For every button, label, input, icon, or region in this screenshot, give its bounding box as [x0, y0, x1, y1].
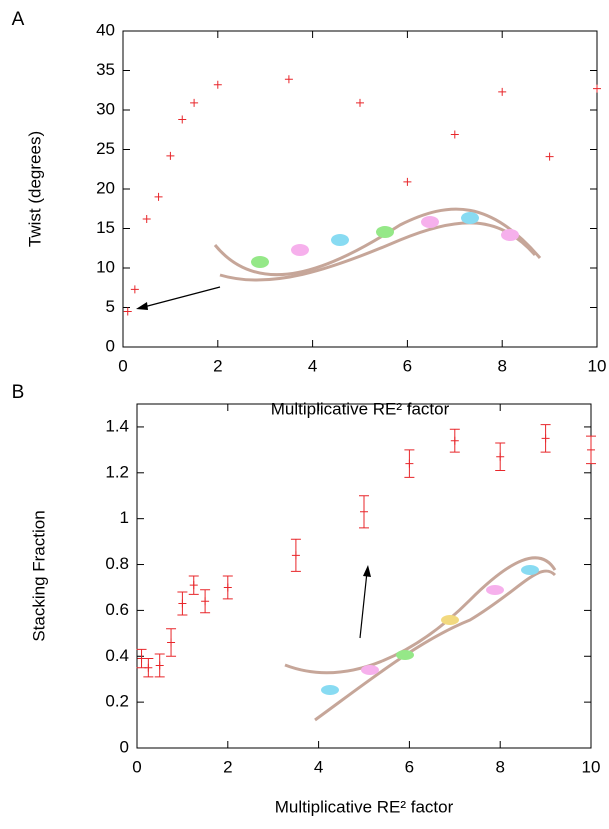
point [178, 599, 187, 608]
y-tick-label: 35 [96, 60, 115, 79]
point [405, 459, 414, 468]
x-tick-label: 0 [132, 757, 141, 776]
x-axis-label: Multiplicative RE² factor [275, 797, 454, 816]
molecule-b [284, 556, 557, 722]
y-tick-label: 0.2 [105, 692, 129, 711]
arrow-head [136, 302, 148, 310]
plot-frame [136, 403, 592, 749]
y-tick-label: 25 [96, 139, 115, 158]
panel-label: B [12, 382, 25, 403]
point [223, 583, 232, 592]
point [166, 151, 175, 160]
point [284, 75, 293, 84]
y-tick-label: 15 [96, 218, 115, 237]
panel-label: A [12, 9, 25, 30]
point [154, 192, 163, 201]
point [450, 130, 459, 139]
y-tick-label: 20 [96, 178, 115, 197]
y-axis-label: Twist (degrees) [25, 131, 44, 247]
y-tick-label: 40 [96, 20, 115, 39]
x-tick-label: 6 [403, 356, 412, 375]
point [587, 445, 595, 454]
point [541, 434, 550, 443]
y-tick-label: 0 [106, 336, 115, 355]
point [450, 436, 459, 445]
y-tick-label: 1 [120, 508, 129, 527]
point [167, 638, 176, 647]
x-tick-label: 2 [213, 356, 222, 375]
y-tick-label: 1.2 [105, 462, 129, 481]
point [190, 98, 199, 107]
point [291, 551, 300, 560]
y-tick-label: 0.4 [105, 646, 129, 665]
point [496, 452, 505, 461]
x-tick-label: 4 [308, 356, 317, 375]
point [142, 215, 151, 224]
point [213, 80, 222, 89]
x-tick-label: 8 [497, 356, 506, 375]
arrow [359, 571, 368, 639]
plot-frame [122, 30, 598, 348]
x-tick-label: 2 [223, 757, 232, 776]
x-tick-label: 0 [118, 356, 127, 375]
x-tick-label: 4 [314, 757, 323, 776]
x-tick-label: 10 [582, 757, 601, 776]
point [130, 285, 139, 294]
y-tick-label: 30 [96, 99, 115, 118]
point [545, 152, 554, 161]
y-tick-label: 0 [120, 737, 129, 756]
arrow-head [363, 565, 371, 577]
y-tick-label: 0.8 [105, 554, 129, 573]
x-tick-label: 6 [405, 757, 414, 776]
x-tick-label: 8 [495, 757, 504, 776]
y-tick-label: 0.6 [105, 600, 129, 619]
molecule-a [213, 207, 542, 282]
point [360, 507, 368, 516]
point [189, 581, 198, 590]
point [201, 597, 210, 606]
point [356, 98, 364, 107]
y-tick-label: 10 [96, 257, 115, 276]
arrow [139, 286, 221, 309]
point [403, 177, 412, 186]
point [123, 307, 132, 316]
y-axis-label: Stacking Fraction [29, 510, 48, 641]
point [155, 661, 164, 670]
point [144, 663, 153, 672]
point [593, 84, 601, 93]
y-tick-label: 1.4 [105, 416, 129, 435]
x-tick-label: 10 [588, 356, 607, 375]
point [498, 87, 507, 96]
x-axis-label: Multiplicative RE² factor [271, 399, 450, 418]
point [178, 115, 187, 124]
y-tick-label: 5 [106, 297, 115, 316]
